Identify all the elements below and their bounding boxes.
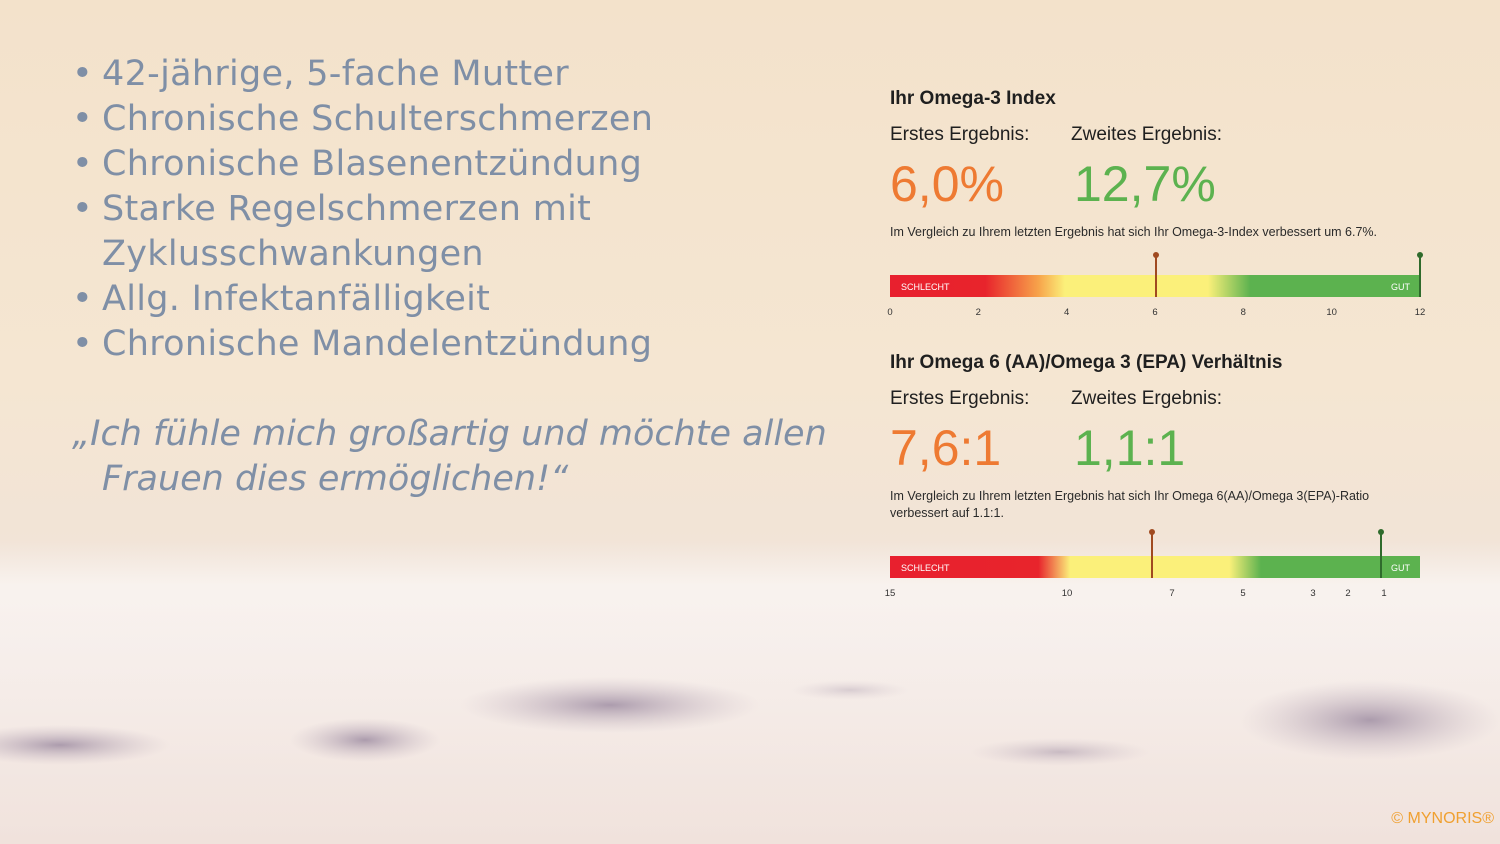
ratio-tick-label: 5 [1240, 588, 1246, 599]
symptom-item: Chronische Schulterschmerzen [72, 97, 832, 142]
omega3-second-marker-dot [1416, 252, 1423, 258]
ratio-first-marker-dot [1148, 529, 1155, 535]
ratio-tick-label: 10 [1061, 588, 1073, 599]
ratio-tick-label: 15 [884, 588, 896, 599]
omega3-tick-label: 4 [1064, 307, 1070, 318]
ratio-first-marker [1151, 532, 1153, 578]
omega3-tick-label: 0 [887, 307, 893, 318]
ratio-second-marker [1380, 532, 1382, 578]
ratio-first-value: 7,6:1 [890, 420, 1002, 476]
omega3-bad-label: SCHLECHT [901, 282, 950, 292]
omega3-second-value: 12,7% [1074, 156, 1216, 212]
testimonial-quote: „Ich fühle mich großartig und möchte all… [72, 414, 827, 499]
omega3-first-marker [1155, 255, 1157, 297]
symptom-item: 42-jährige, 5-fache Mutter [72, 52, 832, 97]
symptom-list: 42-jährige, 5-fache MutterChronische Sch… [72, 52, 832, 367]
omega3-description: Im Vergleich zu Ihrem letzten Ergebnis h… [890, 225, 1378, 239]
omega3-title: Ihr Omega-3 Index [890, 88, 1056, 109]
ratio-first-label: Erstes Ergebnis: [890, 388, 1030, 409]
omega3-good-label: GUT [1391, 282, 1410, 292]
symptom-item: Chronische Blasenentzündung [72, 142, 832, 187]
omega3-panel: Ihr Omega-3 Index Erstes Ergebnis: Zweit… [887, 88, 1425, 318]
ratio-second-value: 1,1:1 [1074, 420, 1186, 476]
ratio-bad-label: SCHLECHT [901, 563, 950, 573]
omega3-tick-label: 12 [1414, 307, 1426, 318]
omega3-second-marker [1419, 255, 1421, 297]
ratio-gauge-bar [890, 556, 1420, 578]
omega3-tick-label: 2 [975, 307, 981, 318]
ratio-tick-label: 7 [1169, 588, 1175, 599]
ratio-second-label: Zweites Ergebnis: [1071, 388, 1223, 409]
symptom-item: Chronische Mandelentzündung [72, 322, 832, 367]
ratio-tick-label: 2 [1345, 588, 1351, 599]
omega3-tick-label: 6 [1152, 307, 1158, 318]
symptom-item: Allg. Infektanfälligkeit [72, 277, 832, 322]
omega3-tick-label: 8 [1240, 307, 1246, 318]
omega3-tick-label: 10 [1326, 307, 1337, 318]
omega3-first-marker-dot [1152, 252, 1159, 258]
ratio-tick-label: 1 [1381, 588, 1387, 599]
ratio-second-marker-dot [1378, 529, 1385, 535]
omega3-gauge: SCHLECHT GUT 0 2 4 6 8 10 12 [887, 252, 1425, 318]
ratio-panel: Ihr Omega 6 (AA)/Omega 3 (EPA) Verhältni… [885, 352, 1420, 599]
ratio-tick-label: 3 [1310, 588, 1316, 599]
ratio-good-label: GUT [1391, 563, 1410, 573]
ratio-description: Im Vergleich zu Ihrem letzten Ergebnis h… [890, 489, 1370, 520]
symptom-item: Starke Regelschmerzen mit Zyklusschwanku… [72, 187, 832, 277]
ratio-title: Ihr Omega 6 (AA)/Omega 3 (EPA) Verhältni… [890, 352, 1283, 373]
copyright-notice: © MYNORIS® [1391, 810, 1494, 827]
omega3-first-value: 6,0% [890, 156, 1004, 212]
omega3-second-label: Zweites Ergebnis: [1071, 124, 1223, 145]
ratio-gauge: SCHLECHT GUT 15 10 7 5 3 2 1 [885, 529, 1420, 599]
omega3-first-label: Erstes Ergebnis: [890, 124, 1030, 145]
